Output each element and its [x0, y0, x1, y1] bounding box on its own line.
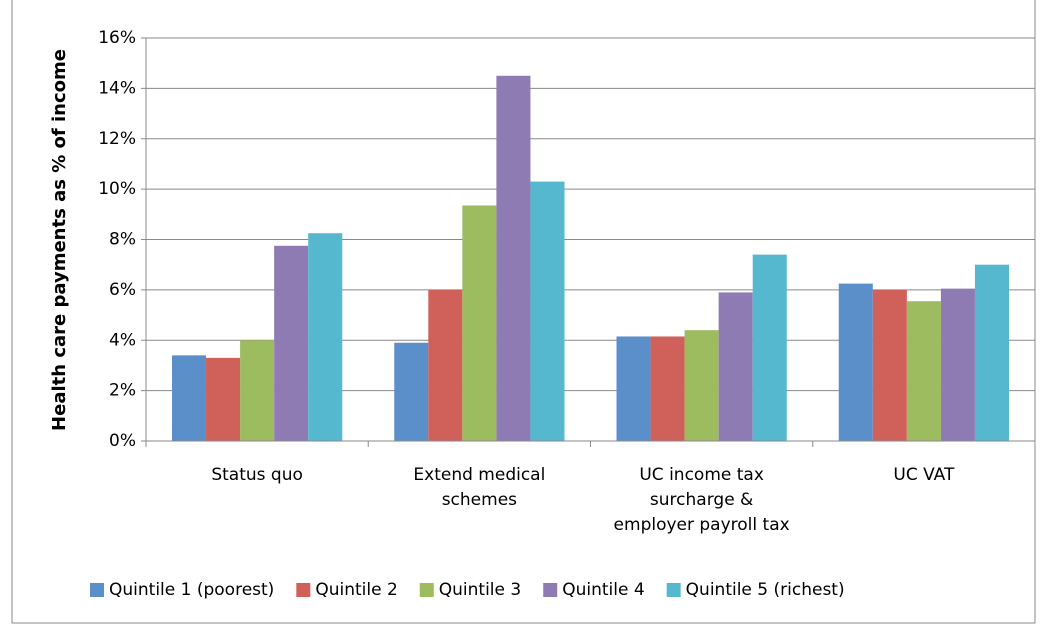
bar: [974, 264, 1009, 441]
y-axis-title: Health care payments as % of income: [49, 49, 70, 431]
bar: [616, 336, 651, 441]
bar: [872, 289, 907, 441]
bar: [394, 342, 429, 441]
legend-label: Quintile 1 (poorest): [109, 580, 274, 600]
x-tick-label: Status quo: [211, 465, 303, 485]
bar: [274, 245, 309, 441]
bar: [206, 357, 241, 441]
bar: [172, 355, 207, 441]
bar: [428, 289, 463, 441]
bar: [496, 75, 531, 441]
bar: [718, 292, 753, 441]
legend-label: Quintile 2: [315, 580, 397, 600]
x-tick-label: UC VAT: [893, 465, 955, 485]
bar: [838, 283, 873, 441]
legend-label: Quintile 5 (richest): [686, 580, 845, 600]
legend-swatch: [296, 583, 311, 597]
bar: [940, 288, 975, 441]
y-tick-label: 16%: [98, 28, 136, 48]
y-tick-label: 2%: [109, 381, 136, 401]
legend-label: Quintile 3: [439, 580, 521, 600]
legend-label: Quintile 4: [562, 580, 644, 600]
bar: [650, 336, 685, 441]
y-tick-label: 0%: [109, 431, 136, 451]
legend-swatch: [543, 583, 558, 597]
y-tick-label: 8%: [109, 230, 136, 250]
legend-swatch: [419, 583, 434, 597]
bar: [462, 205, 497, 441]
legend-swatch: [90, 583, 104, 597]
x-tick-label: Extend medical schemes: [413, 465, 545, 510]
bar: [906, 301, 941, 441]
bar: [308, 233, 343, 441]
bar: [752, 254, 787, 441]
legend-swatch: [666, 583, 681, 597]
bar: [240, 340, 275, 441]
y-tick-label: 14%: [98, 78, 136, 98]
bar: [530, 181, 565, 441]
x-tick-label: UC income tax surcharge & employer payroll…: [614, 465, 790, 535]
y-tick-label: 10%: [98, 179, 136, 199]
y-tick-label: 12%: [98, 129, 136, 149]
bar: [684, 330, 719, 441]
y-tick-label: 6%: [109, 280, 136, 300]
y-tick-label: 4%: [109, 330, 136, 350]
